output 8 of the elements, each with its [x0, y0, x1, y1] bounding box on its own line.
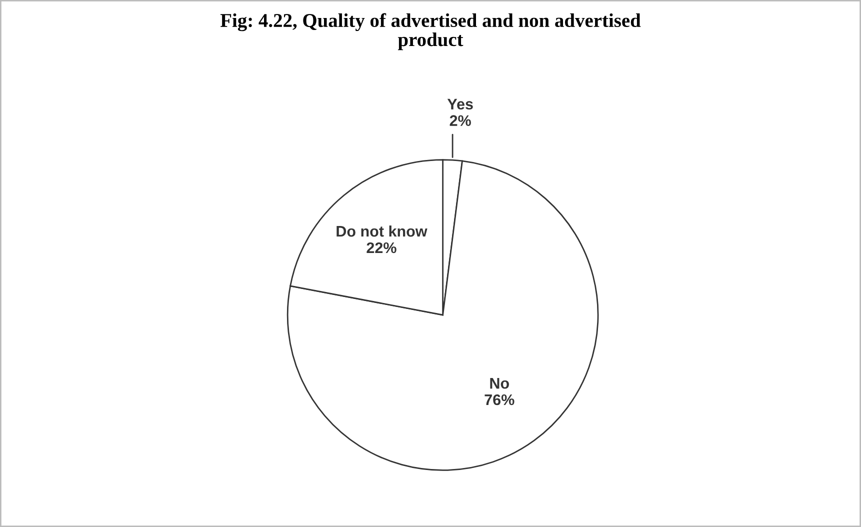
slice-label: Do not know [336, 225, 428, 237]
slice-label: Yes [447, 98, 473, 110]
slice-label: No [490, 378, 509, 389]
pie-slice [286, 160, 599, 471]
data-label: 76% [484, 394, 514, 406]
data-label: 22% [366, 242, 396, 254]
chart-title: Fig: 4.22, Quality of advertised and non advertised product [220, 13, 641, 50]
data-label: 2% [450, 115, 471, 126]
